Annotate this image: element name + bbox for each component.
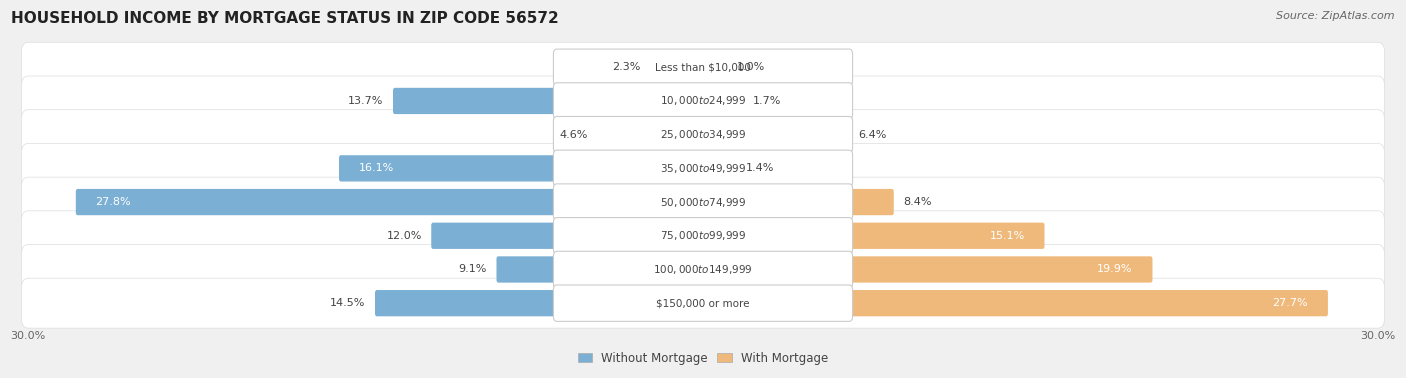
Text: $100,000 to $149,999: $100,000 to $149,999 [654, 263, 752, 276]
FancyBboxPatch shape [598, 121, 704, 148]
FancyBboxPatch shape [554, 83, 852, 119]
Text: 12.0%: 12.0% [387, 231, 422, 241]
Text: $25,000 to $34,999: $25,000 to $34,999 [659, 128, 747, 141]
FancyBboxPatch shape [375, 290, 704, 316]
FancyBboxPatch shape [496, 256, 704, 283]
Text: 1.4%: 1.4% [745, 163, 775, 174]
Text: $50,000 to $74,999: $50,000 to $74,999 [659, 195, 747, 209]
Legend: Without Mortgage, With Mortgage: Without Mortgage, With Mortgage [574, 347, 832, 370]
Text: 13.7%: 13.7% [349, 96, 384, 106]
Text: HOUSEHOLD INCOME BY MORTGAGE STATUS IN ZIP CODE 56572: HOUSEHOLD INCOME BY MORTGAGE STATUS IN Z… [11, 11, 560, 26]
Text: 2.3%: 2.3% [612, 62, 640, 72]
Text: $150,000 or more: $150,000 or more [657, 298, 749, 308]
Text: 1.0%: 1.0% [737, 62, 765, 72]
Text: $35,000 to $49,999: $35,000 to $49,999 [659, 162, 747, 175]
FancyBboxPatch shape [554, 116, 852, 153]
Text: 9.1%: 9.1% [458, 265, 486, 274]
FancyBboxPatch shape [702, 223, 1045, 249]
Text: 6.4%: 6.4% [858, 130, 887, 139]
Text: 1.7%: 1.7% [752, 96, 780, 106]
FancyBboxPatch shape [702, 54, 727, 81]
FancyBboxPatch shape [554, 150, 852, 187]
Text: 16.1%: 16.1% [359, 163, 394, 174]
FancyBboxPatch shape [76, 189, 704, 215]
Text: 27.7%: 27.7% [1272, 298, 1308, 308]
Text: Source: ZipAtlas.com: Source: ZipAtlas.com [1277, 11, 1395, 21]
FancyBboxPatch shape [650, 54, 704, 81]
FancyBboxPatch shape [21, 177, 1385, 227]
FancyBboxPatch shape [702, 256, 1153, 283]
FancyBboxPatch shape [21, 76, 1385, 126]
FancyBboxPatch shape [432, 223, 704, 249]
Text: 14.5%: 14.5% [330, 298, 366, 308]
FancyBboxPatch shape [21, 110, 1385, 160]
FancyBboxPatch shape [21, 42, 1385, 92]
FancyBboxPatch shape [21, 245, 1385, 294]
FancyBboxPatch shape [394, 88, 704, 114]
FancyBboxPatch shape [554, 184, 852, 220]
Text: 4.6%: 4.6% [560, 130, 588, 139]
FancyBboxPatch shape [21, 211, 1385, 261]
FancyBboxPatch shape [554, 251, 852, 288]
Text: 19.9%: 19.9% [1097, 265, 1133, 274]
Text: 8.4%: 8.4% [903, 197, 932, 207]
FancyBboxPatch shape [702, 88, 742, 114]
Text: Less than $10,000: Less than $10,000 [655, 62, 751, 72]
FancyBboxPatch shape [702, 155, 737, 181]
Text: $10,000 to $24,999: $10,000 to $24,999 [659, 94, 747, 107]
FancyBboxPatch shape [554, 285, 852, 321]
Text: 27.8%: 27.8% [96, 197, 131, 207]
Text: $75,000 to $99,999: $75,000 to $99,999 [659, 229, 747, 242]
FancyBboxPatch shape [21, 278, 1385, 328]
FancyBboxPatch shape [21, 143, 1385, 193]
FancyBboxPatch shape [339, 155, 704, 181]
FancyBboxPatch shape [702, 121, 849, 148]
FancyBboxPatch shape [554, 218, 852, 254]
FancyBboxPatch shape [702, 290, 1327, 316]
Text: 15.1%: 15.1% [990, 231, 1025, 241]
FancyBboxPatch shape [702, 189, 894, 215]
FancyBboxPatch shape [554, 49, 852, 85]
